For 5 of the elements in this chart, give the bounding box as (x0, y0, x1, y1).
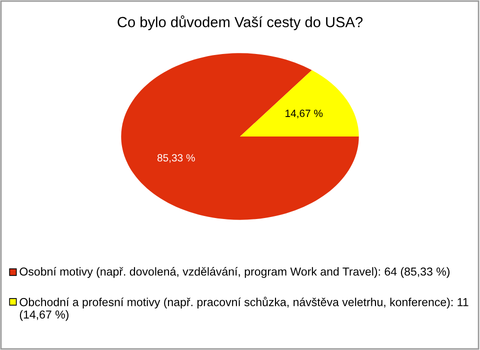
data-label: 14,67 % (286, 110, 323, 118)
data-label: 85,33 % (157, 154, 195, 163)
legend-label: Osobní motivy (např. dovolená, vzdělávání, program Work and Travel): 64 (85,33 %) (20, 267, 450, 278)
legend-label: Obchodní a profesní motivy (např. pracovní schůzka, návštěva veletrhu, konference): 11 (14,67 %) (20, 296, 468, 321)
chart-title: Co bylo důvodem Vaší cesty do USA? (118, 15, 363, 30)
